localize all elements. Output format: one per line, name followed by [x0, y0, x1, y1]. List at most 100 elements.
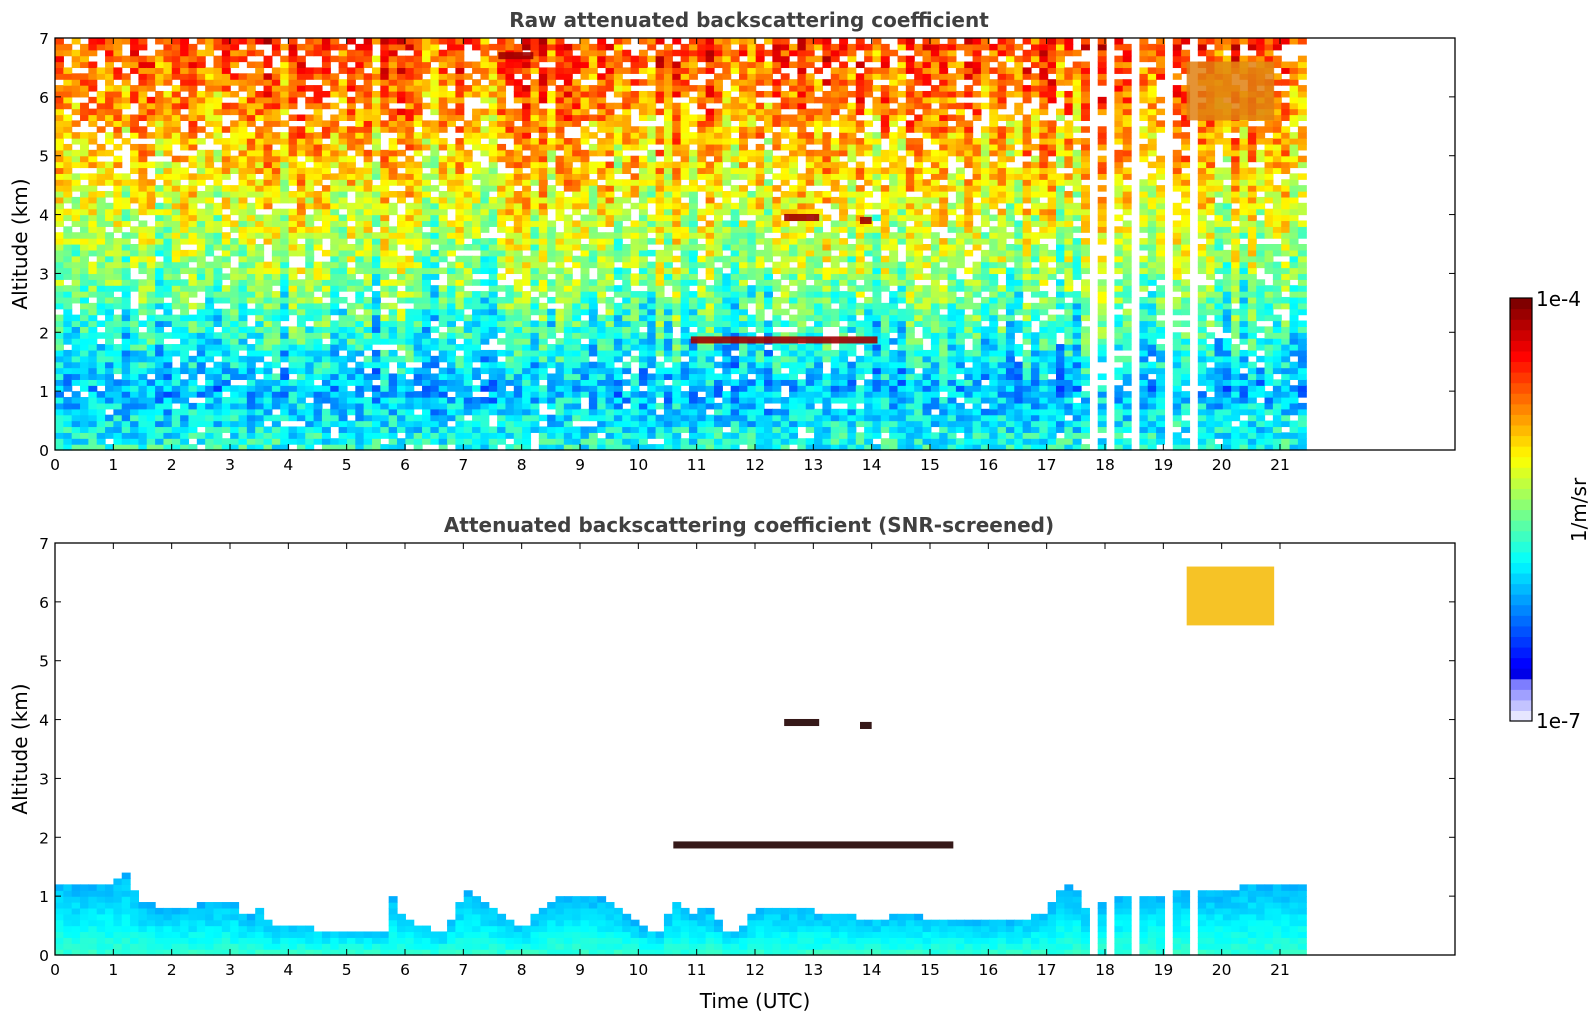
heatmap-cell: [505, 344, 515, 351]
heatmap-cell: [580, 408, 590, 416]
heatmap-cell: [288, 391, 298, 398]
heatmap-cell: [305, 279, 315, 286]
heatmap-cell: [105, 232, 114, 239]
heatmap-cell: [80, 49, 89, 57]
heatmap-cell: [246, 332, 256, 339]
heatmap-cell: [113, 367, 123, 375]
heatmap-cell: [313, 49, 323, 57]
heatmap-cell: [638, 344, 648, 351]
heatmap-cell: [555, 408, 565, 416]
heatmap-cell: [430, 220, 440, 227]
heatmap-cell: [121, 173, 131, 180]
heatmap-cell: [672, 149, 682, 157]
heatmap-cell: [271, 332, 281, 339]
heatmap-cell: [522, 349, 532, 357]
heatmap-cell: [338, 402, 348, 410]
heatmap-cell: [655, 391, 665, 398]
heatmap-cell: [238, 367, 248, 375]
heatmap-cell: [680, 226, 690, 233]
heatmap-cell: [296, 320, 306, 327]
heatmap-cell: [96, 308, 106, 316]
heatmap-cell: [447, 96, 456, 104]
heatmap-cell: [105, 432, 114, 439]
heatmap-cell: [405, 414, 415, 422]
heatmap-cell: [505, 291, 515, 298]
heatmap-cell: [163, 73, 173, 80]
heatmap-cell: [647, 43, 657, 51]
heatmap-cell: [647, 167, 657, 174]
heatmap-cell: [397, 402, 406, 410]
heatmap-cell: [263, 161, 273, 169]
heatmap-cell: [739, 426, 748, 433]
heatmap-cell: [238, 444, 248, 451]
heatmap-cell: [213, 332, 223, 339]
heatmap-cell: [196, 191, 206, 198]
heatmap-cell: [96, 161, 106, 169]
heatmap-cell: [463, 73, 473, 80]
heatmap-cell: [680, 132, 690, 139]
heatmap-cell: [647, 361, 657, 369]
heatmap-cell: [422, 238, 431, 245]
heatmap-cell: [305, 285, 315, 292]
heatmap-cell: [271, 196, 281, 204]
heatmap-cell: [513, 114, 523, 121]
heatmap-cell: [572, 173, 582, 180]
heatmap-cell: [563, 373, 573, 380]
heatmap-cell: [655, 314, 665, 322]
heatmap-cell: [371, 143, 381, 151]
heatmap-cell: [238, 191, 248, 198]
heatmap-cell: [180, 202, 190, 210]
heatmap-cell: [163, 285, 173, 292]
heatmap-cell: [513, 391, 523, 398]
heatmap-cell: [722, 202, 732, 210]
heatmap-cell: [522, 355, 532, 363]
heatmap-cell: [672, 38, 682, 45]
heatmap-cell: [455, 326, 465, 333]
heatmap-cell: [246, 120, 256, 127]
heatmap-cell: [338, 55, 348, 63]
heatmap-cell: [238, 238, 248, 245]
heatmap-cell: [630, 420, 640, 428]
heatmap-cell: [688, 402, 698, 410]
heatmap-cell: [80, 208, 89, 216]
heatmap-cell: [497, 185, 507, 192]
heatmap-cell: [355, 138, 365, 145]
heatmap-cell: [138, 349, 148, 357]
heatmap-cell: [380, 196, 390, 204]
heatmap-cell: [313, 191, 323, 198]
heatmap-cell: [355, 202, 365, 210]
heatmap-cell: [380, 391, 390, 398]
heatmap-cell: [296, 385, 306, 392]
heatmap-cell: [497, 220, 507, 227]
heatmap-cell: [388, 279, 398, 286]
heatmap-cell: [55, 143, 64, 151]
heatmap-cell: [413, 238, 423, 245]
heatmap-cell: [121, 349, 131, 357]
heatmap-cell: [105, 367, 114, 375]
heatmap-cell: [580, 67, 590, 74]
heatmap-cell: [330, 361, 340, 369]
heatmap-cell: [480, 267, 490, 275]
heatmap-cell: [447, 73, 456, 80]
heatmap-cell: [588, 238, 598, 245]
heatmap-cell: [455, 296, 465, 304]
heatmap-cell: [555, 120, 565, 127]
heatmap-cell: [113, 438, 123, 445]
heatmap-cell: [355, 90, 365, 98]
heatmap-cell: [597, 444, 607, 451]
heatmap-cell: [430, 232, 440, 239]
heatmap-cell: [230, 349, 240, 357]
heatmap-cell: [530, 267, 540, 275]
heatmap-cell: [363, 55, 373, 63]
heatmap-cell: [588, 55, 598, 63]
heatmap-cell: [213, 438, 223, 445]
heatmap-cell: [605, 161, 615, 169]
heatmap-cell: [80, 279, 89, 286]
heatmap-cell: [380, 49, 390, 57]
heatmap-cell: [672, 85, 682, 92]
heatmap-cell: [305, 120, 315, 127]
heatmap-cell: [88, 149, 98, 157]
heatmap-cell: [130, 96, 140, 104]
heatmap-cell: [363, 120, 373, 127]
heatmap-cell: [346, 285, 356, 292]
